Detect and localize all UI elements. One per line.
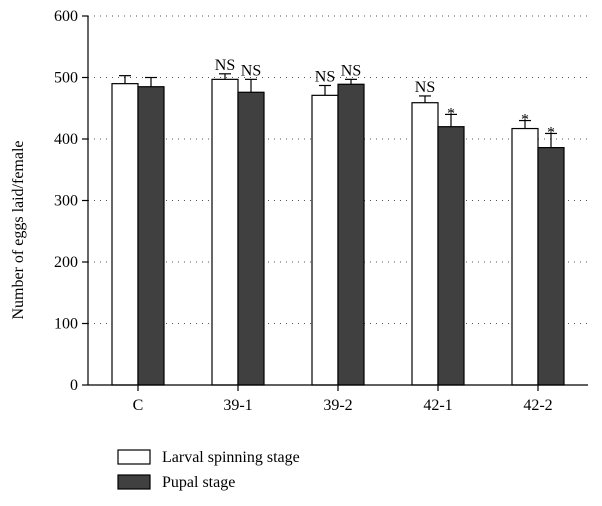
significance-label: * (447, 105, 455, 122)
bar-pupal-C (137, 86, 165, 386)
bar-pupal-42-2 (537, 147, 565, 386)
legend-label: Pupal stage (162, 474, 235, 491)
bar-larval-39-2 (311, 94, 339, 386)
bar-pupal-39-1 (237, 91, 265, 386)
error-bars (119, 73, 557, 148)
y-tick-label: 400 (54, 131, 78, 148)
significance-label: * (547, 124, 555, 141)
x-tick-label: 39-1 (223, 397, 252, 414)
axes (82, 15, 588, 391)
significance-label: * (521, 112, 529, 129)
y-tick-label: 600 (54, 8, 78, 25)
y-axis-label: Number of eggs laid/female (10, 140, 27, 319)
y-tick-label: 100 (54, 316, 78, 333)
bar-larval-42-2 (511, 127, 539, 386)
y-tick-label: 0 (70, 377, 78, 394)
significance-label: NS (315, 68, 335, 85)
significance-label: NS (241, 62, 261, 79)
x-tick-label: 39-2 (323, 397, 352, 414)
significance-label: NS (215, 57, 235, 74)
x-tick-labels: C 39-1 39-2 42-1 42-2 (133, 397, 553, 414)
significance-annotations: NS NS NS NS NS * * * (215, 57, 555, 142)
y-tick-labels: 0 100 200 300 400 500 600 (54, 8, 78, 394)
x-tick-label: 42-2 (523, 397, 552, 414)
significance-label: NS (341, 62, 361, 79)
y-tick-label: 300 (54, 193, 78, 210)
bar-pupal-39-2 (337, 83, 365, 386)
bar-pupal-42-1 (437, 126, 465, 386)
x-tick-label: 42-1 (423, 397, 452, 414)
bar-larval-42-1 (411, 102, 439, 386)
legend-swatch (117, 449, 151, 465)
y-tick-label: 500 (54, 70, 78, 87)
bar-larval-C (111, 83, 139, 386)
y-tick-label: 200 (54, 254, 78, 271)
legend: Larval spinning stage Pupal stage (117, 449, 300, 491)
significance-label: NS (415, 79, 435, 96)
bars (111, 78, 565, 386)
legend-label: Larval spinning stage (162, 449, 300, 466)
legend-swatch (117, 474, 151, 490)
bar-larval-39-1 (211, 78, 239, 386)
x-tick-label: C (133, 397, 144, 414)
